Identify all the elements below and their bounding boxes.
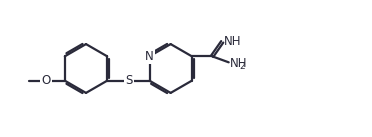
Text: O: O: [42, 74, 51, 87]
Text: S: S: [125, 74, 133, 87]
Text: NH: NH: [224, 35, 241, 48]
Text: NH: NH: [230, 56, 247, 69]
Text: N: N: [145, 50, 154, 63]
Text: 2: 2: [239, 62, 244, 71]
